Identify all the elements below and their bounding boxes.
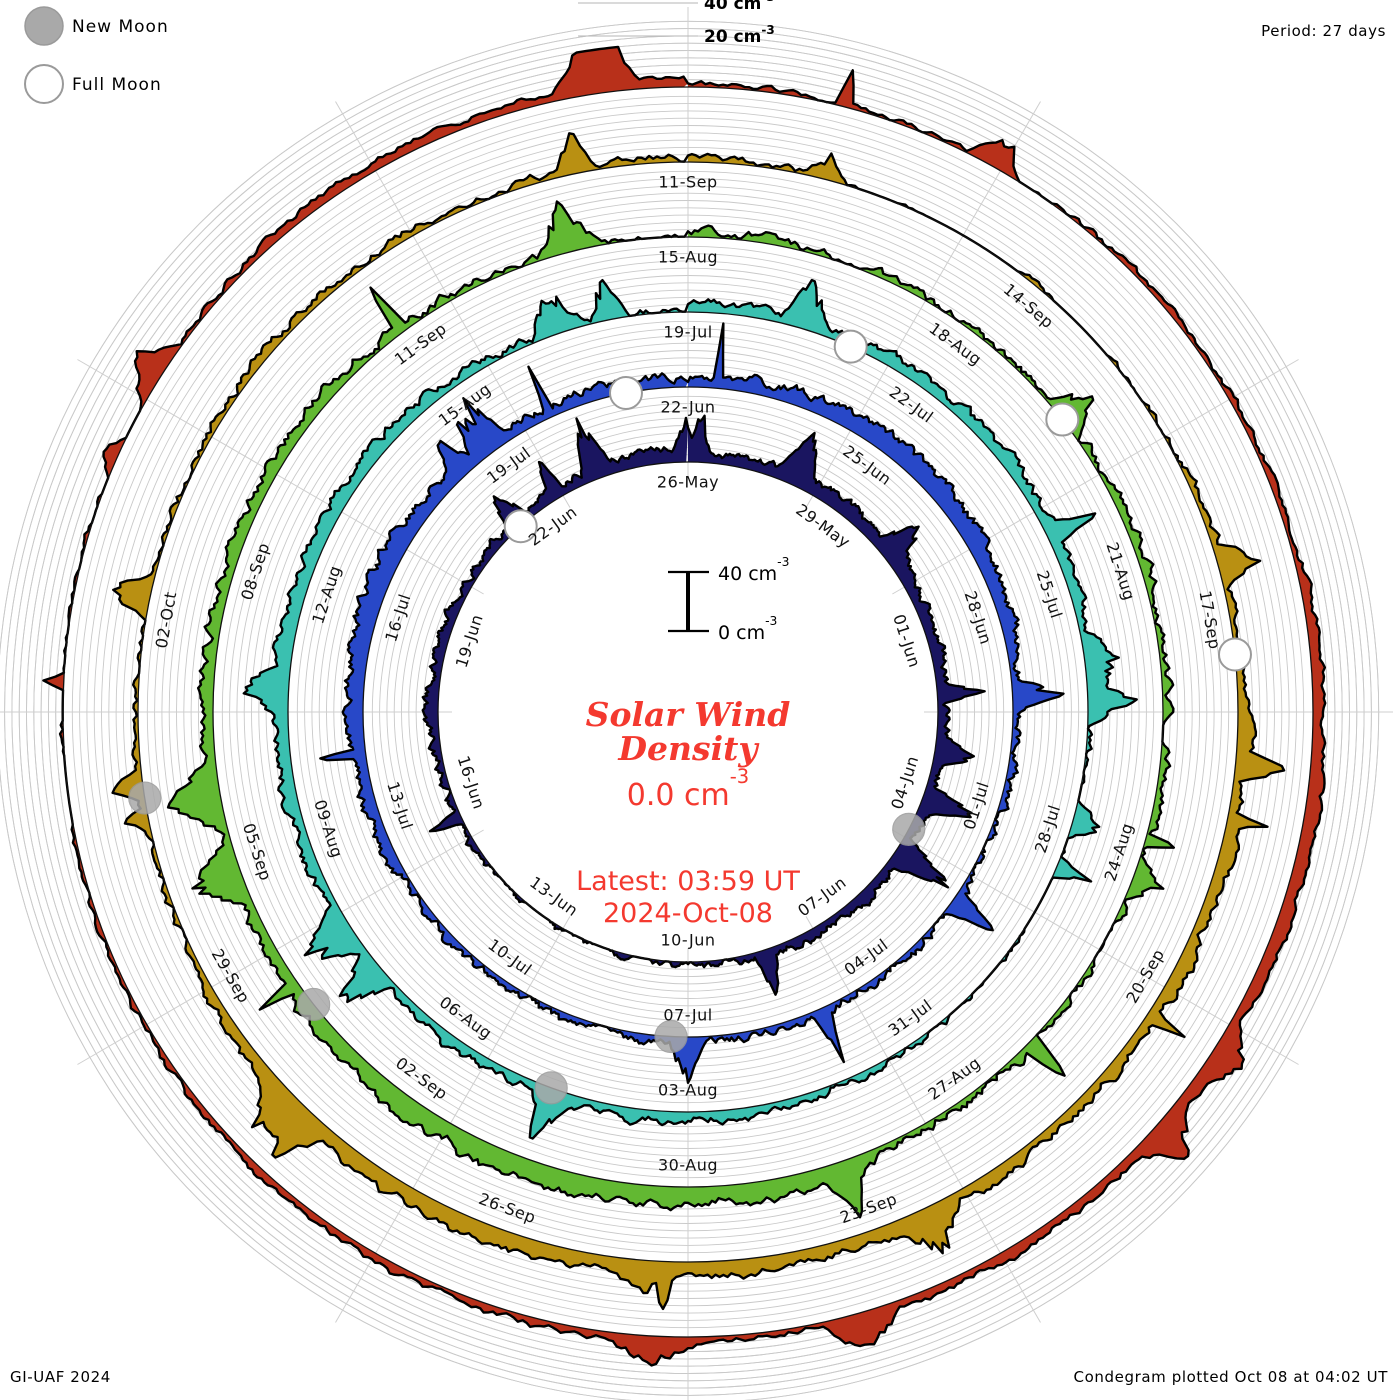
ring-date-label: 11-Sep — [658, 173, 717, 192]
center-latest-time: Latest: 03:59 UT — [576, 866, 800, 897]
ring-date-label: 15-Aug — [658, 248, 718, 267]
new-moon-icon — [24, 6, 64, 46]
ring-date-label: 30-Aug — [658, 1156, 718, 1175]
ring-date-label: 13-Jun — [526, 873, 582, 921]
full-moon-marker — [1217, 637, 1252, 672]
ring-date-label: 02-Oct — [152, 590, 181, 650]
moon-markers — [128, 329, 1252, 1105]
ring-date-label: 16-Jun — [454, 753, 489, 811]
ring-date-label: 10-Jun — [660, 931, 715, 950]
ring-date-label: 24-Aug — [1101, 821, 1138, 884]
ring-date-label: 01-Jun — [889, 612, 924, 670]
center-title-line2: Density — [617, 729, 760, 768]
new-moon-marker — [892, 812, 926, 846]
moon-legend: New Moon Full Moon — [24, 6, 169, 104]
new-moon-marker — [297, 987, 331, 1022]
full-moon-marker — [833, 329, 868, 364]
new-moon-marker — [654, 1019, 688, 1054]
scale-bar-bottom-label: 0 cm-3 — [718, 614, 777, 644]
full-moon-icon — [24, 64, 64, 104]
center-title-line1: Solar Wind — [586, 695, 791, 734]
plotted-label: Condegram plotted Oct 08 at 04:02 UT — [1073, 1368, 1388, 1386]
radial-tick-label: 20 cm-3 — [704, 23, 775, 47]
full-moon-marker — [608, 375, 643, 410]
ring-date-label: 07-Jul — [663, 1006, 712, 1025]
period-label: Period: 27 days — [1261, 22, 1386, 40]
new-moon-marker — [128, 781, 162, 815]
ring-date-label: 22-Jun — [660, 398, 715, 417]
scale-bar: 40 cm-3 0 cm-3 — [668, 555, 789, 644]
scale-bar-top-label: 40 cm-3 — [718, 555, 789, 585]
full-moon-label: Full Moon — [72, 75, 162, 95]
radial-tick-labels: 40 cm-3 20 cm-3 — [578, 0, 775, 47]
ring-date-label: 19-Jun — [452, 612, 487, 670]
radial-tick-label: 40 cm-3 — [704, 0, 775, 14]
new-moon-label: New Moon — [72, 17, 169, 37]
center-latest-date: 2024-Oct-08 — [603, 898, 773, 929]
full-moon-marker — [1045, 402, 1080, 437]
new-moon-marker — [534, 1071, 568, 1105]
ring-date-label: 26-May — [657, 473, 719, 492]
ring-date-label: 05-Sep — [239, 821, 275, 883]
ring-date-label: 03-Aug — [658, 1081, 718, 1100]
ring-date-label: 04-Jun — [887, 753, 922, 811]
ring-date-label: 17-Sep — [1195, 589, 1224, 651]
ring-date-label: 18-Aug — [926, 319, 986, 370]
density-rings — [42, 45, 1327, 1367]
center-current-value: 0.0 cm-3 — [627, 765, 749, 814]
ring-date-label: 19-Jul — [663, 323, 712, 342]
full-moon-marker — [503, 509, 538, 544]
credit-label: GI-UAF 2024 — [10, 1368, 111, 1386]
center-readout: Solar Wind Density 0.0 cm-3 Latest: 03:5… — [576, 695, 800, 929]
ring-date-label: 28-Jun — [961, 589, 996, 647]
ring-date-label: 09-Aug — [310, 797, 347, 860]
